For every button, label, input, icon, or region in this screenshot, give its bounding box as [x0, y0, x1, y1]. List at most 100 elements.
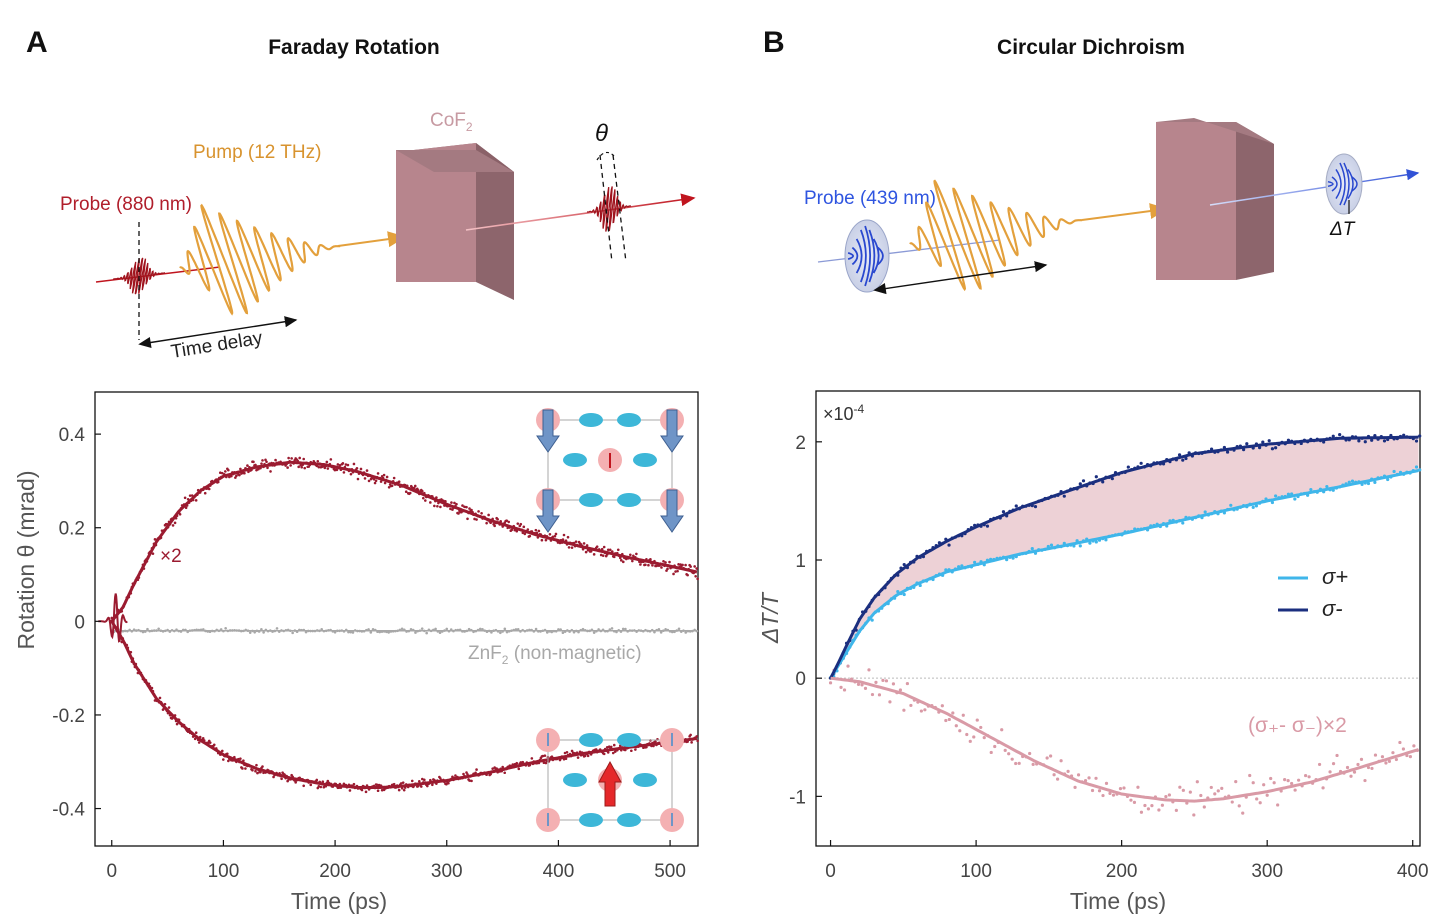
data-point-upper: [302, 457, 306, 461]
data-point-sigma-plus: [1030, 546, 1034, 551]
data-point-sigma-minus: [1261, 440, 1265, 444]
data-point-difference: [1290, 781, 1294, 786]
y-tick-label-a: 0.4: [59, 425, 86, 446]
data-point-sigma-plus: [1350, 479, 1355, 483]
data-point-difference: [965, 732, 969, 737]
data-point-upper: [344, 463, 348, 466]
data-point-sigma-minus: [1274, 446, 1278, 450]
data-point-upper: [349, 472, 353, 476]
series-difference-line: [830, 676, 1419, 803]
data-point-difference: [881, 678, 885, 683]
data-point-sigma-minus: [1258, 446, 1262, 450]
data-point-difference: [940, 704, 944, 708]
x-axis-title-b: Time (ps): [1070, 888, 1166, 914]
data-point-lower: [319, 785, 323, 789]
data-point-upper: [693, 565, 696, 568]
probe-pulse-b-out-envelope: [1325, 153, 1363, 215]
data-point-sigma-plus: [1373, 480, 1377, 484]
chart-faraday-rotation: 0 100 200 300 400 500 0.4 0.2 0 -0.2 -0.4 Time (ps…: [13, 391, 699, 914]
data-point-upper: [234, 476, 237, 479]
data-point-difference: [1181, 788, 1185, 792]
data-point-sigma-minus: [1267, 439, 1271, 443]
data-point-difference: [1178, 785, 1182, 789]
data-point-znf2: [445, 627, 449, 631]
difference-annotation: (σ₊- σ₋)×2: [1248, 714, 1347, 737]
data-point-upper: [363, 477, 367, 480]
time-delay-label: Time delay: [169, 328, 264, 363]
series-sigma-minus-line: [829, 435, 1419, 679]
data-point-upper: [218, 471, 222, 474]
data-point-upper: [382, 473, 386, 477]
data-point-lower: [261, 765, 264, 768]
data-point-lower: [491, 767, 494, 770]
data-point-upper: [585, 544, 589, 547]
data-point-difference: [1335, 753, 1339, 758]
pump-pulse-a: [179, 203, 341, 316]
data-point-sigma-plus: [1274, 494, 1278, 498]
data-point-sigma-plus: [1309, 487, 1313, 492]
data-point-difference: [1150, 803, 1154, 808]
x-tick-label-b: 300: [1251, 861, 1283, 882]
data-point-znf2: [503, 627, 507, 631]
data-point-lower: [570, 749, 574, 753]
data-point-znf2: [224, 627, 227, 630]
data-point-lower: [212, 743, 216, 747]
data-point-difference: [1412, 744, 1416, 748]
data-point-sigma-plus: [1049, 543, 1054, 547]
data-point-difference: [979, 725, 983, 730]
data-point-upper: [385, 475, 389, 479]
data-point-upper: [303, 466, 307, 470]
y-tick-label-a: -0.2: [52, 706, 85, 727]
data-point-upper: [570, 546, 574, 549]
theta-label: θ: [595, 120, 608, 147]
data-point-difference: [1283, 778, 1287, 782]
data-point-lower: [241, 767, 244, 770]
data-point-sigma-plus: [1418, 468, 1422, 472]
data-point-upper: [274, 458, 277, 462]
data-point-upper: [449, 507, 452, 511]
x-tick-label-a: 100: [208, 861, 240, 882]
data-point-difference: [828, 681, 833, 685]
data-point-upper: [413, 484, 417, 488]
legend-label-sigma-minus: σ-: [1322, 596, 1343, 621]
data-point-sigma-plus: [1286, 492, 1291, 496]
data-point-upper: [289, 464, 292, 467]
data-point-difference: [888, 700, 892, 704]
data-point-upper: [316, 459, 320, 463]
data-point-difference: [1251, 781, 1255, 785]
data-point-lower: [611, 751, 615, 755]
data-point-upper: [595, 545, 599, 548]
data-point-znf2: [409, 627, 413, 631]
data-point-difference: [1090, 788, 1095, 793]
data-point-difference: [1265, 793, 1269, 797]
data-point-difference: [1174, 808, 1178, 813]
data-point-difference: [1380, 755, 1385, 759]
data-point-difference: [1394, 757, 1399, 762]
data-point-difference: [874, 680, 878, 684]
data-point-sigma-plus: [870, 618, 874, 622]
data-point-difference: [1104, 781, 1109, 785]
data-point-difference: [1122, 786, 1126, 790]
data-point-lower: [475, 768, 478, 771]
data-point-difference: [1003, 748, 1007, 753]
data-point-sigma-plus: [1347, 480, 1351, 484]
data-point-difference: [1129, 798, 1133, 802]
data-point-upper: [207, 487, 211, 491]
data-point-upper: [188, 494, 192, 497]
data-point-difference: [867, 668, 871, 672]
data-point-lower: [376, 789, 380, 793]
dt-label: ΔT: [1329, 219, 1356, 240]
data-point-sigma-minus: [1001, 510, 1006, 514]
data-point-sigma-minus: [1062, 494, 1066, 498]
y-tick-label-b: -1: [789, 787, 806, 808]
sample-block-b: [1156, 118, 1274, 280]
data-point-znf2: [653, 630, 656, 634]
data-point-znf2: [467, 627, 471, 631]
data-point-sigma-plus: [1414, 465, 1419, 469]
data-point-upper: [631, 559, 634, 563]
data-point-upper: [540, 538, 544, 542]
data-point-difference: [1045, 756, 1049, 760]
data-point-upper: [439, 505, 442, 509]
data-point-difference: [961, 713, 965, 717]
